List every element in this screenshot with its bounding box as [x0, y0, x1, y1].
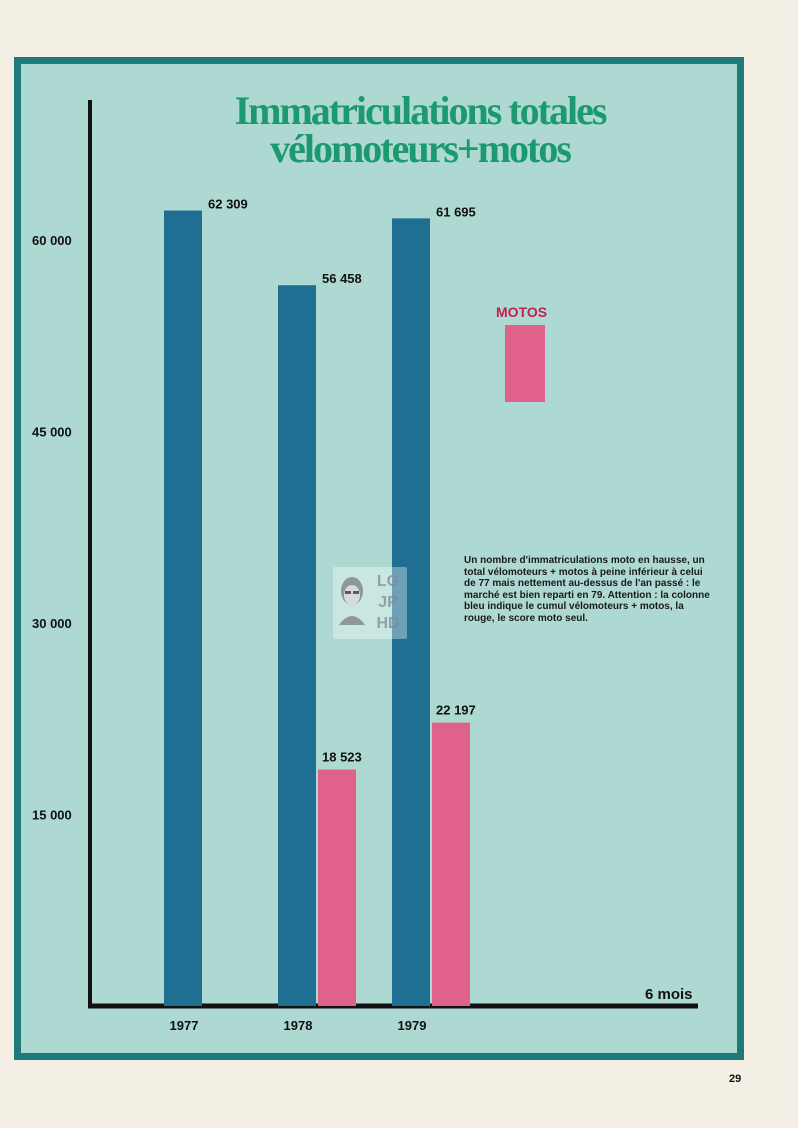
data-label-total: 56 458: [322, 271, 362, 286]
x-tick-label: 1979: [398, 1018, 427, 1033]
bar-total: [392, 218, 430, 1007]
chart-note: Un nombre d'immatriculations moto en hau…: [464, 555, 710, 624]
legend-swatch-motos: [505, 325, 545, 402]
chart-title: Immatriculations totales vélomoteurs+mot…: [120, 88, 720, 171]
bar-motos: [432, 722, 470, 1006]
portrait-icon: [339, 577, 365, 625]
y-tick-label: 45 000: [32, 425, 72, 440]
x-axis-period-label: 6 mois: [645, 986, 693, 1003]
data-label-total: 61 695: [436, 204, 476, 219]
watermark-logo: LG JP HD: [333, 567, 407, 639]
x-tick-label: 1978: [284, 1018, 313, 1033]
chart-title-line-2: vélomoteurs+motos: [270, 126, 572, 171]
data-label-motos: 18 523: [322, 750, 362, 765]
bar-total: [278, 285, 316, 1006]
chart-title-line-1: Immatriculations totales: [234, 88, 608, 133]
y-tick-label: 15 000: [32, 808, 72, 823]
watermark-text: LG JP HD: [376, 573, 400, 632]
y-tick-label: 60 000: [32, 233, 72, 248]
data-label-total: 62 309: [208, 197, 248, 212]
data-label-motos: 22 197: [436, 703, 476, 718]
x-tick-label: 1977: [170, 1018, 199, 1033]
legend-label-motos: MOTOS: [496, 304, 548, 320]
page-number: 29: [729, 1073, 742, 1085]
bar-total: [164, 210, 202, 1007]
y-tick-label: 30 000: [32, 616, 72, 631]
bar-motos: [318, 769, 356, 1006]
chart-frame: [14, 57, 744, 1060]
